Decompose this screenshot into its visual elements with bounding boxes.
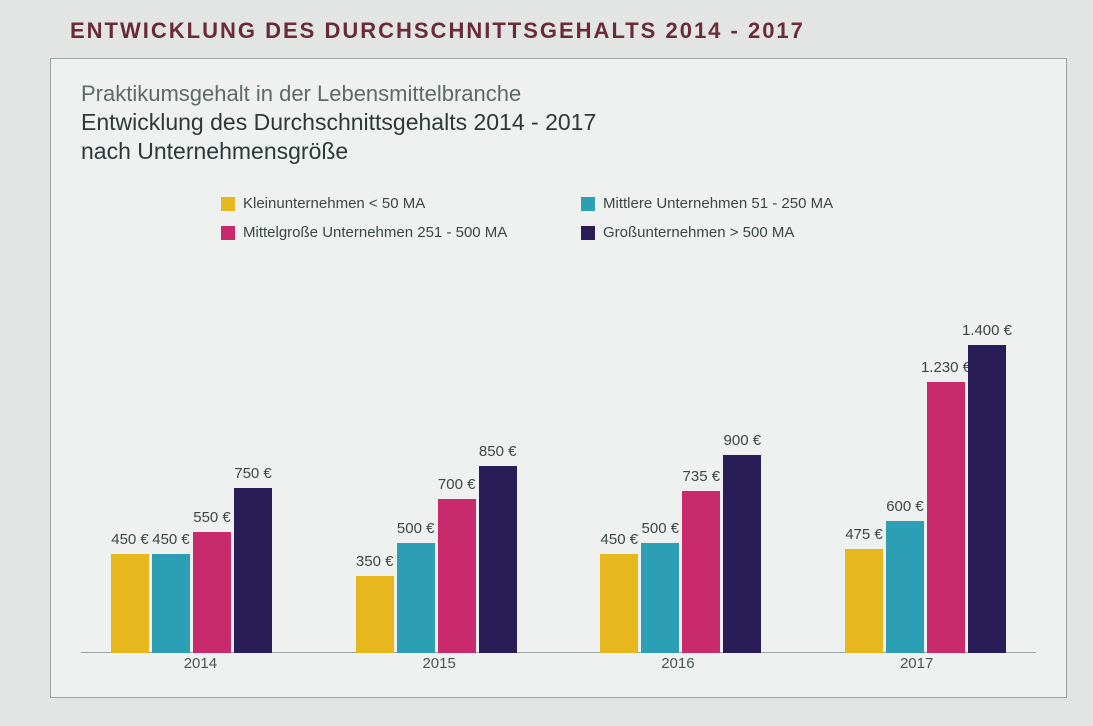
legend-item: Kleinunternehmen < 50 MA <box>221 195 561 212</box>
bar: 550 € <box>193 532 231 653</box>
bar-value-label: 500 € <box>642 520 680 537</box>
bar: 1.400 € <box>968 345 1006 653</box>
bar: 475 € <box>845 549 883 654</box>
bar: 850 € <box>479 466 517 653</box>
x-axis-year-label: 2015 <box>320 655 559 677</box>
bar-group: 450 €450 €550 €750 € <box>81 488 302 653</box>
chart-legend: Kleinunternehmen < 50 MA Mittlere Unterne… <box>221 195 1036 241</box>
bar-value-label: 750 € <box>234 465 272 482</box>
bar-value-label: 350 € <box>356 553 394 570</box>
bar: 450 € <box>111 554 149 653</box>
bar-value-label: 450 € <box>111 531 149 548</box>
x-axis-year-label: 2016 <box>559 655 798 677</box>
legend-label: Mittlere Unternehmen 51 - 250 MA <box>603 195 833 212</box>
bar-value-label: 1.400 € <box>962 322 1012 339</box>
bar-value-label: 700 € <box>438 476 476 493</box>
bar-value-label: 550 € <box>193 509 231 526</box>
bar-group: 475 €600 €1.230 €1.400 € <box>815 345 1036 653</box>
legend-item: Großunternehmen > 500 MA <box>581 224 921 241</box>
bar-value-label: 450 € <box>152 531 190 548</box>
x-axis-year-label: 2014 <box>81 655 320 677</box>
bar-value-label: 1.230 € <box>921 359 971 376</box>
legend-label: Großunternehmen > 500 MA <box>603 224 794 241</box>
x-axis-labels: 2014201520162017 <box>81 655 1036 677</box>
bar-value-label: 735 € <box>683 468 721 485</box>
legend-item: Mittlere Unternehmen 51 - 250 MA <box>581 195 921 212</box>
legend-swatch <box>581 226 595 240</box>
bar-value-label: 900 € <box>724 432 762 449</box>
bar: 735 € <box>682 491 720 653</box>
page-title: ENTWICKLUNG DES DURCHSCHNITTSGEHALTS 201… <box>0 0 1093 58</box>
legend-item: Mittelgroße Unternehmen 251 - 500 MA <box>221 224 561 241</box>
x-axis-year-label: 2017 <box>797 655 1036 677</box>
bar-value-label: 500 € <box>397 520 435 537</box>
bar: 350 € <box>356 576 394 653</box>
legend-label: Mittelgroße Unternehmen 251 - 500 MA <box>243 224 507 241</box>
bar: 600 € <box>886 521 924 653</box>
bar-group: 450 €500 €735 €900 € <box>570 455 791 653</box>
chart-subtitle-1: Praktikumsgehalt in der Lebensmittelbran… <box>81 81 1036 107</box>
legend-label: Kleinunternehmen < 50 MA <box>243 195 425 212</box>
legend-swatch <box>221 226 235 240</box>
chart-subtitle-2: Entwicklung des Durchschnittsgehalts 201… <box>81 109 1036 136</box>
bar: 450 € <box>600 554 638 653</box>
bar: 750 € <box>234 488 272 653</box>
bar-value-label: 450 € <box>601 531 639 548</box>
chart-container: Praktikumsgehalt in der Lebensmittelbran… <box>50 58 1067 698</box>
bar-value-label: 850 € <box>479 443 517 460</box>
bar: 900 € <box>723 455 761 653</box>
legend-swatch <box>581 197 595 211</box>
bar-value-label: 600 € <box>886 498 924 515</box>
bar: 1.230 € <box>927 382 965 653</box>
chart-plot: 450 €450 €550 €750 €350 €500 €700 €850 €… <box>81 315 1036 675</box>
bar-group: 350 €500 €700 €850 € <box>326 466 547 653</box>
bar-value-label: 475 € <box>845 526 883 543</box>
bar: 500 € <box>397 543 435 653</box>
bar: 500 € <box>641 543 679 653</box>
bar: 700 € <box>438 499 476 653</box>
chart-subtitle-3: nach Unternehmensgröße <box>81 138 1036 165</box>
bar: 450 € <box>152 554 190 653</box>
legend-swatch <box>221 197 235 211</box>
